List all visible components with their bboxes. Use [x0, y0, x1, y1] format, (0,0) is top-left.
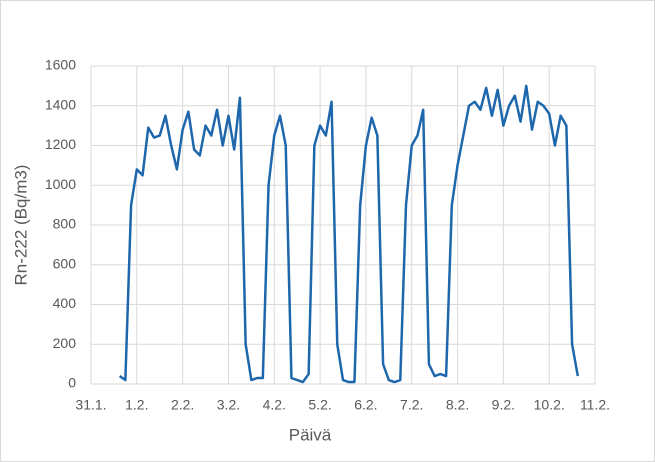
- y-tick-label: 600: [53, 255, 77, 271]
- x-tick-label: 9.2.: [492, 397, 515, 413]
- x-tick-label: 1.2.: [125, 397, 148, 413]
- x-tick-label: 6.2.: [354, 397, 377, 413]
- y-tick-label: 800: [53, 216, 77, 232]
- data-line: [118, 84, 580, 384]
- y-tick-label: 1600: [45, 57, 76, 73]
- x-tick-label: 31.1.: [75, 397, 106, 413]
- y-axis-title: Rn-222 (Bq/m3): [11, 165, 30, 286]
- y-tick-label: 1000: [45, 176, 76, 192]
- x-tick-label: 3.2.: [217, 397, 240, 413]
- x-tick-label: 4.2.: [263, 397, 286, 413]
- x-tick-label: 11.2.: [580, 397, 610, 413]
- y-tick-label: 400: [53, 295, 77, 311]
- x-tick-label: 10.2.: [534, 397, 565, 413]
- y-tick-label: 1200: [45, 136, 76, 152]
- x-tick-label: 7.2.: [400, 397, 423, 413]
- y-tick-label: 200: [53, 335, 77, 351]
- y-tick-label: 1400: [45, 96, 76, 112]
- x-tick-label: 2.2.: [171, 397, 194, 413]
- x-axis-title: Päivä: [289, 425, 332, 444]
- x-tick-label: 5.2.: [308, 397, 331, 413]
- x-tick-label: 8.2.: [446, 397, 469, 413]
- y-tick-label: 0: [68, 375, 76, 391]
